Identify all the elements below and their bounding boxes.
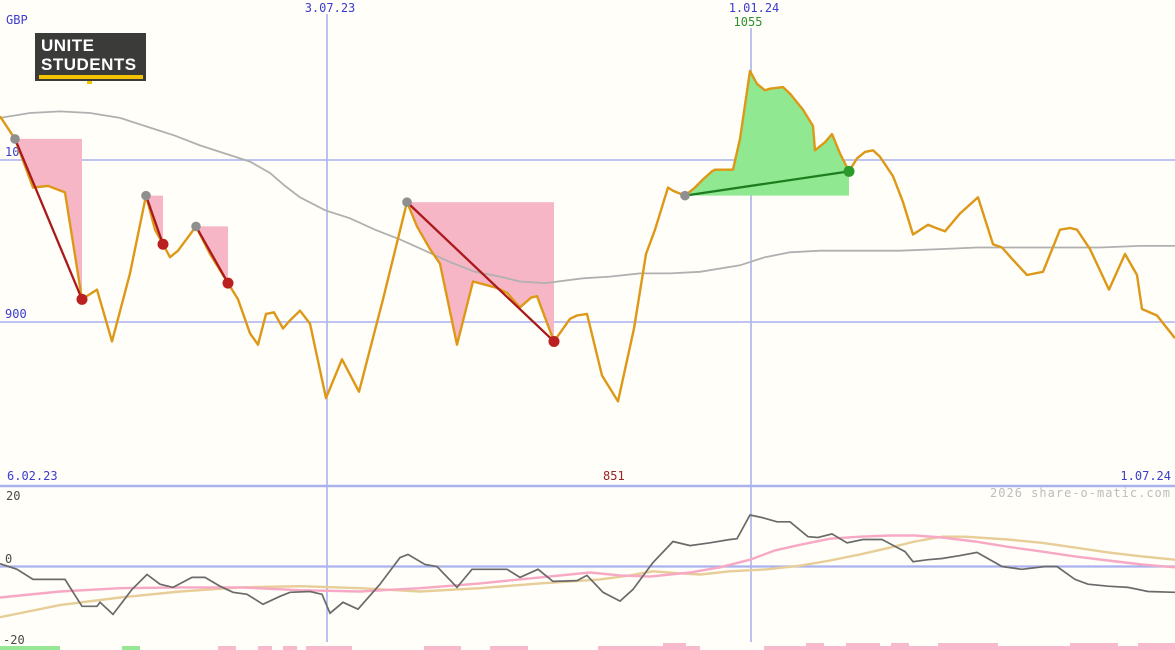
currency-label: GBP bbox=[6, 13, 28, 27]
bottom-date-label-right: 1.07.24 bbox=[1120, 469, 1171, 483]
unite-students-logo: UNITE STUDENTS bbox=[35, 33, 146, 84]
top-date-label-2: 1.01.24 bbox=[728, 1, 780, 15]
osc-tick-neg20: -20 bbox=[3, 633, 25, 647]
logo-underline bbox=[39, 75, 143, 79]
low-annotation: 851 bbox=[603, 469, 625, 483]
logo-line-1: UNITE bbox=[41, 36, 95, 55]
osc-tick-20: 20 bbox=[6, 489, 21, 503]
high-annotation: 1055 bbox=[733, 15, 763, 29]
logo-marker bbox=[87, 81, 92, 84]
top-date-label-1: 3.07.23 bbox=[304, 1, 356, 15]
price-tick-1000: 1000 bbox=[5, 145, 34, 159]
osc-tick-0: 0 bbox=[5, 552, 13, 566]
bottom-date-label-left: 6.02.23 bbox=[7, 469, 58, 483]
watermark: 2026 share-o-matic.com bbox=[990, 486, 1171, 500]
logo-line-2: STUDENTS bbox=[41, 55, 137, 74]
price-tick-900: 900 bbox=[5, 307, 27, 321]
